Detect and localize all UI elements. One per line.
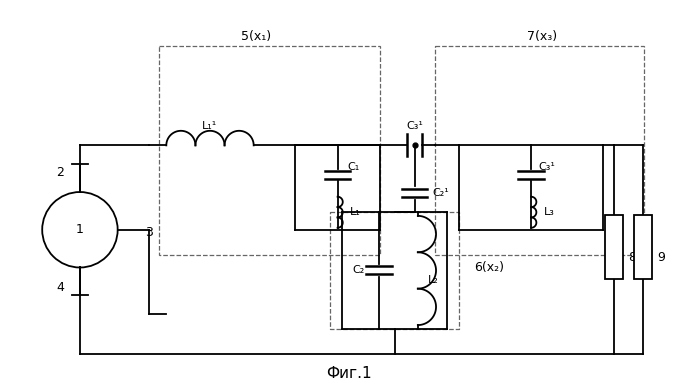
Bar — [634, 215, 652, 280]
Text: C₃¹: C₃¹ — [406, 120, 423, 131]
Text: 3: 3 — [145, 226, 153, 239]
Text: 5(x₁): 5(x₁) — [240, 30, 271, 43]
Text: Фиг.1: Фиг.1 — [326, 366, 372, 381]
Bar — [330, 212, 459, 329]
Text: 6(x₂): 6(x₂) — [474, 261, 504, 274]
Text: 9: 9 — [657, 251, 665, 264]
Text: L₁¹: L₁¹ — [203, 120, 217, 131]
Bar — [435, 46, 644, 255]
Text: 4: 4 — [56, 281, 64, 294]
Text: C₂: C₂ — [353, 265, 365, 276]
Text: L₂: L₂ — [428, 275, 438, 285]
Text: 7(x₃): 7(x₃) — [526, 30, 556, 43]
Text: 8: 8 — [628, 251, 636, 264]
Text: C₃¹: C₃¹ — [539, 162, 556, 172]
Text: C₂¹: C₂¹ — [433, 188, 449, 198]
Text: C₁: C₁ — [347, 162, 359, 172]
Bar — [159, 46, 380, 255]
Text: 1: 1 — [76, 223, 84, 236]
Text: L₁: L₁ — [350, 207, 361, 217]
Text: L₃: L₃ — [544, 207, 554, 217]
Text: 2: 2 — [56, 166, 64, 179]
Bar — [605, 215, 623, 280]
